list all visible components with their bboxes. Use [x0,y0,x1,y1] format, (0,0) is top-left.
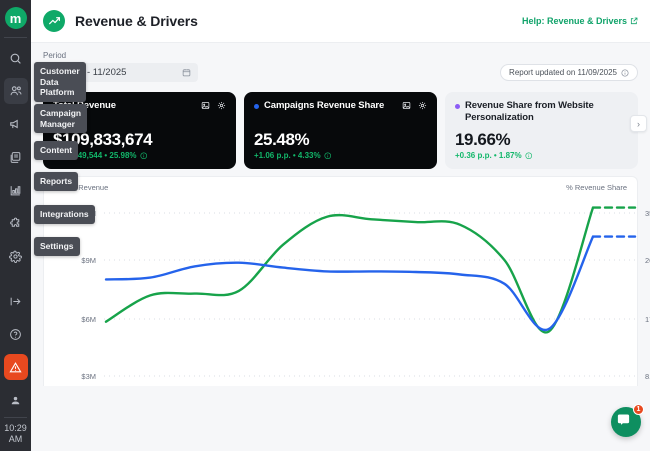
card-header: Revenue Share from Website Personalizati… [455,100,628,123]
image-icon[interactable] [402,101,411,110]
revenue-chart-panel: $ Revenue % Revenue Share $12M35.00%$9M2… [43,176,650,386]
chat-unread-badge: 1 [633,404,644,415]
app-logo[interactable]: m [4,7,27,29]
card-value: 19.66% [455,130,511,149]
chat-bubble-icon [616,412,635,432]
calendar-icon [182,68,191,77]
top-bar-actions: Help: Revenue & Drivers [522,16,638,26]
report-updated-badge: Report updated on 11/09/2025 [500,64,638,81]
card-value: 25.48% [254,130,310,149]
sidebar-item-content[interactable] [4,144,28,170]
card-delta: +0.36 p.p. • 1.87% [455,151,628,160]
info-circle-icon[interactable] [324,152,332,160]
sidebar-item-help[interactable] [4,321,28,347]
puzzle-icon [9,217,22,230]
filter-bar: Period 12/2024 - 11/2025 Report updated … [31,43,650,88]
external-link-icon[interactable] [630,17,638,25]
chart-right-tick: 17.50% [645,315,650,324]
image-icon[interactable] [201,101,210,110]
tooltip-content: Content [34,141,79,160]
page-title: Revenue & Drivers [75,13,198,29]
card-actions [402,100,427,110]
card-delta: +$22,649,544 • 25.98% [53,151,226,160]
chart-right-tick: 26.25% [645,256,650,265]
chart-left-tick: $9M [81,256,96,265]
user-icon [9,394,22,407]
card-title: Revenue Share from Website Personalizati… [465,100,594,123]
chart-series-line [104,235,595,332]
sidebar-item-settings[interactable] [4,243,28,269]
revenue-chart[interactable]: $12M35.00%$9M26.25%$6M17.50%$3M8.75% [44,193,650,387]
chart-left-tick: $6M [81,315,96,324]
kpi-card-website-personalization[interactable]: Revenue Share from Website Personalizati… [445,92,638,169]
card-delta: +1.06 p.p. • 4.33% [254,151,427,160]
sidebar-item-account[interactable] [4,387,28,413]
megaphone-icon [9,117,23,131]
gear-icon[interactable] [217,101,226,110]
sidebar-item-reports[interactable] [4,177,28,203]
card-delta-text: +1.06 p.p. • 4.33% [254,151,321,160]
warning-triangle-icon [9,361,22,374]
card-delta-text: +0.36 p.p. • 1.87% [455,151,522,160]
sidebar-item-search[interactable] [4,45,28,71]
tooltip-settings: Settings [34,237,80,256]
series-dot-purple [455,104,460,109]
tooltip-integrations: Integrations [34,205,95,224]
gear-icon [9,250,22,263]
card-body: 19.66% +0.36 p.p. • 1.87% [455,130,628,160]
card-body: $109,833,674 +$22,649,544 • 25.98% [53,130,226,160]
sidebar-item-collapse[interactable] [4,288,28,314]
people-icon [9,84,23,98]
sidebar-item-integrations[interactable] [4,210,28,236]
kpi-card-campaigns-revenue-share[interactable]: Campaigns Revenue Share [244,92,437,169]
trend-up-icon [43,10,65,32]
card-actions [201,100,226,110]
search-icon [9,52,22,65]
logout-icon [9,295,22,308]
info-circle-icon[interactable] [525,152,533,160]
info-circle-icon[interactable] [621,69,629,77]
date-range-value: 12/2024 - 11/2025 [50,67,127,78]
top-bar: Revenue & Drivers Help: Revenue & Driver… [31,0,650,43]
chart-left-tick: $3M [81,372,96,381]
sidebar-item-customer-data-platform[interactable] [3,78,28,104]
chart-right-axis-label: % Revenue Share [566,183,627,192]
carousel-next-button[interactable]: › [630,115,647,132]
sidebar-bottom-divider [4,417,27,418]
tooltip-customer-data-platform: Customer Data Platform [34,62,86,102]
card-header: Campaigns Revenue Share [254,100,427,112]
sidebar-item-campaign-manager[interactable] [4,111,28,137]
tooltip-reports: Reports [34,172,79,191]
bar-chart-icon [9,184,22,197]
tooltip-campaign-manager: Campaign Manager [34,104,88,133]
sidebar-clock: 10:29 AM [4,423,27,444]
question-circle-icon [9,328,22,341]
main-content: Revenue & Drivers Help: Revenue & Driver… [31,0,650,451]
card-delta-text: +$22,649,544 • 25.98% [53,151,137,160]
sidebar-divider [4,37,27,38]
sidebar: m [0,0,31,451]
info-circle-icon[interactable] [140,152,148,160]
chart-right-tick: 8.75% [645,372,650,381]
series-dot-blue [254,104,259,109]
filter-row: 12/2024 - 11/2025 Report updated on 11/0… [43,63,638,82]
help-link[interactable]: Help: Revenue & Drivers [521,16,627,26]
content-icon [9,151,22,164]
chat-launcher-button[interactable]: 1 [611,404,644,437]
chart-series-line [104,206,595,334]
sidebar-item-alerts[interactable] [3,354,28,380]
card-title: Campaigns Revenue Share [264,100,385,111]
card-body: 25.48% +1.06 p.p. • 4.33% [254,130,427,160]
gear-icon[interactable] [418,101,427,110]
kpi-card-list: Total Revenue [31,88,650,169]
chart-right-tick: 35.00% [645,209,650,218]
period-label: Period [43,51,67,60]
report-updated-text: Report updated on 11/09/2025 [509,68,617,77]
chart-left-axis-label: $ Revenue [72,183,109,192]
